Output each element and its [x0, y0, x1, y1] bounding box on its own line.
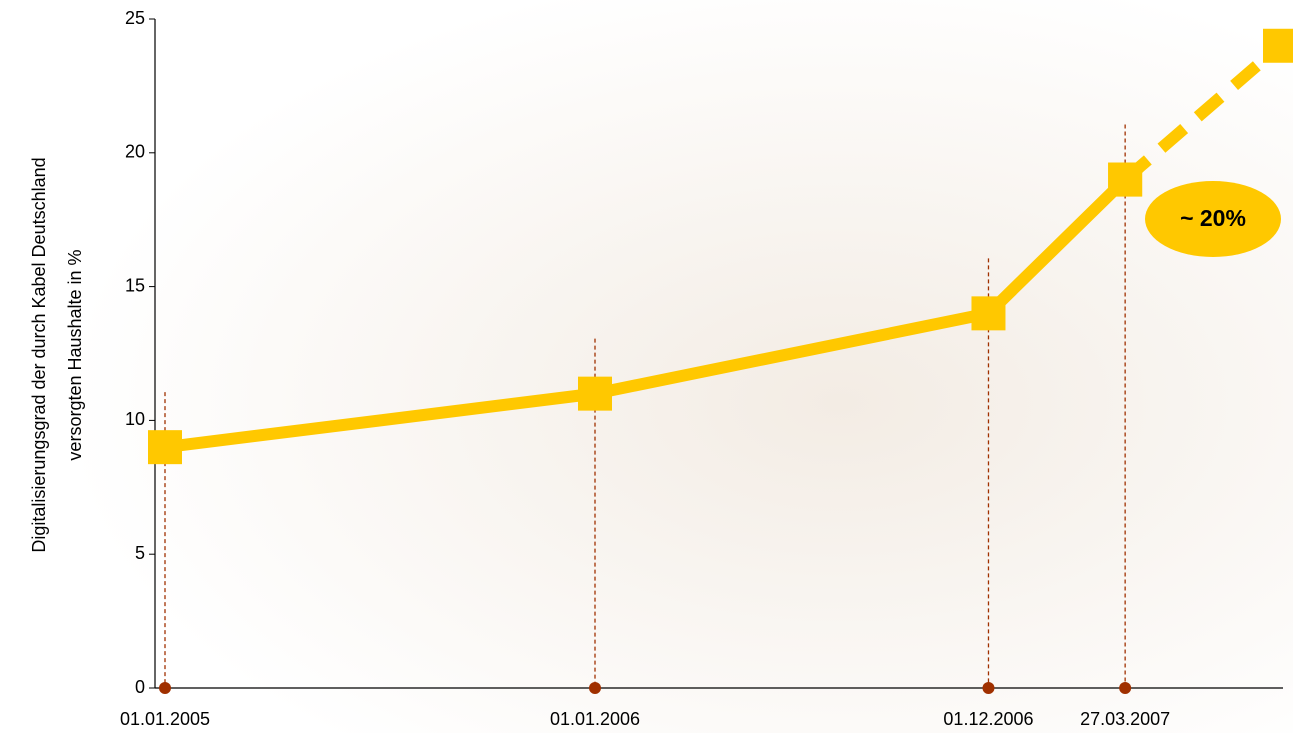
x-tick-label: 01.12.2006 — [943, 709, 1033, 729]
y-axis-title: Digitalisierungsgrad der durch Kabel Deu… — [29, 157, 85, 552]
y-axis-title-line: versorgten Haushalte in % — [65, 249, 85, 460]
date-dot — [982, 682, 995, 694]
y-tick-label: 20 — [125, 142, 145, 162]
date-dot — [1119, 682, 1132, 694]
series-line — [164, 175, 1130, 454]
y-tick-label: 0 — [135, 677, 145, 697]
x-tick-label: 27.03.2007 — [1080, 709, 1170, 729]
point-marker — [578, 376, 612, 411]
y-tick-label: 5 — [135, 543, 145, 563]
y-tick-label: 10 — [125, 409, 145, 429]
point-marker — [148, 430, 182, 465]
series-line — [1121, 41, 1284, 185]
annotation-bubble — [1145, 181, 1281, 257]
x-tick-label: 01.01.2005 — [120, 709, 210, 729]
date-dot — [159, 682, 171, 694]
y-tick-label: 15 — [125, 275, 145, 295]
x-tick-label: 01.01.2006 — [550, 709, 640, 729]
point-marker — [971, 296, 1006, 331]
date-dot — [589, 682, 601, 694]
y-axis-title-line: Digitalisierungsgrad der durch Kabel Deu… — [29, 157, 49, 552]
annotation: ~ 20% — [1180, 205, 1246, 231]
point-marker — [1108, 162, 1143, 197]
point-marker — [1263, 28, 1293, 63]
y-tick-label: 25 — [125, 8, 145, 28]
